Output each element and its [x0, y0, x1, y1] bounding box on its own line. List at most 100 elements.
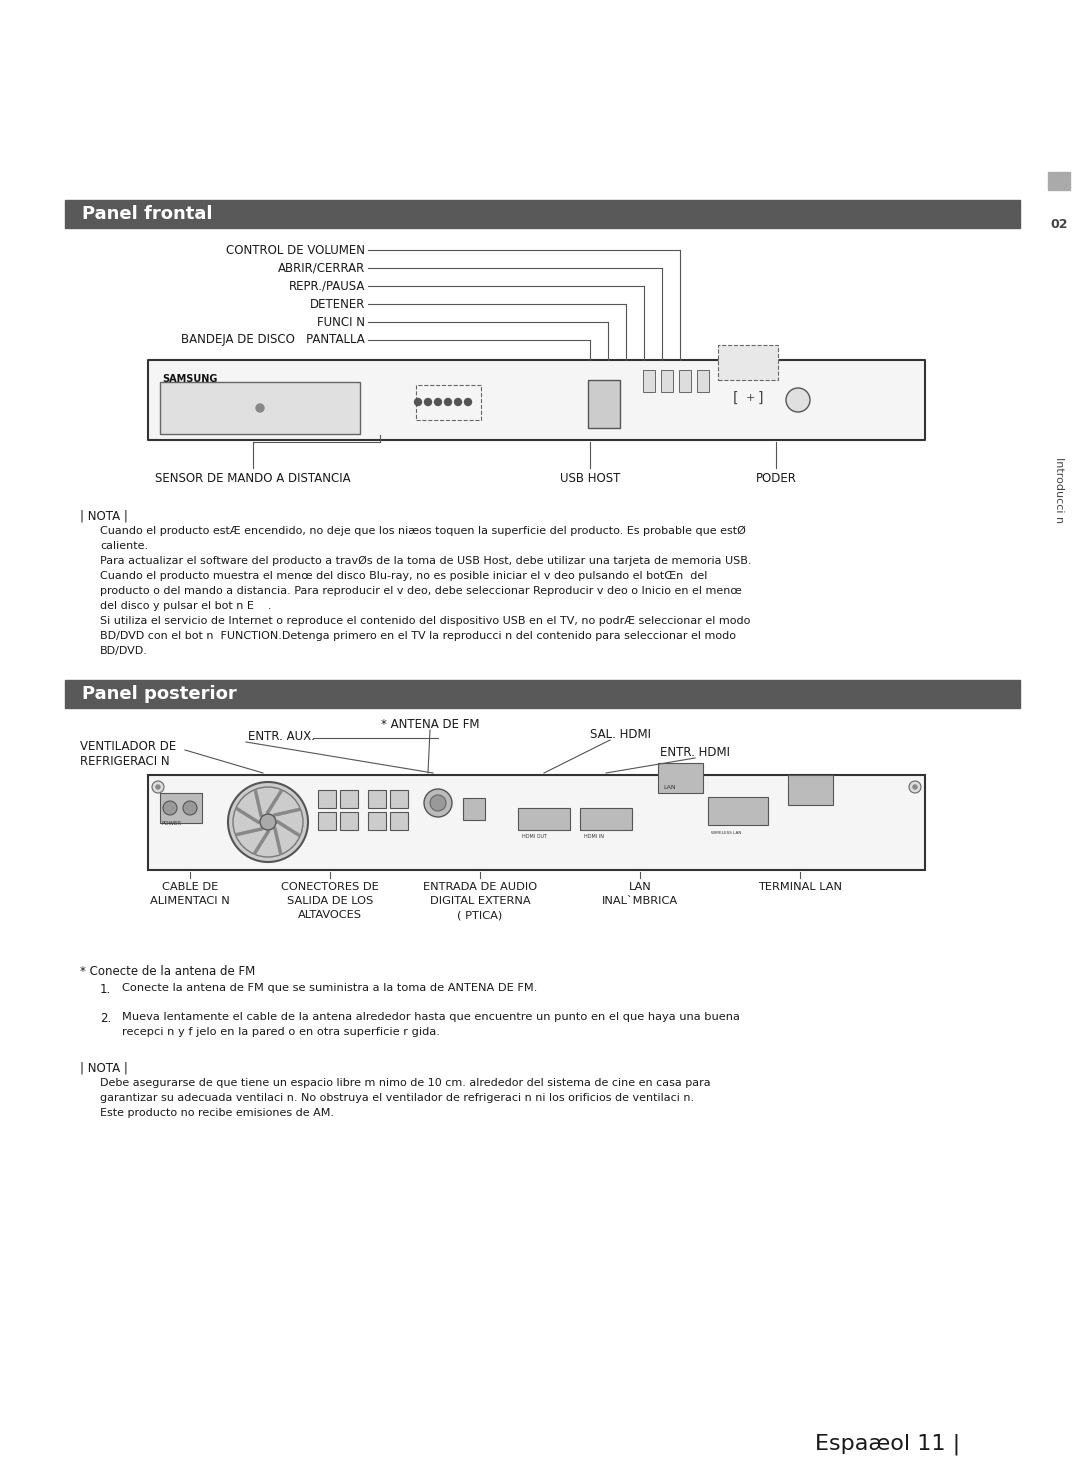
Text: Para actualizar el software del producto a travØs de la toma de USB Host, debe u: Para actualizar el software del producto… — [100, 556, 752, 566]
Text: SALIDA DE LOS: SALIDA DE LOS — [287, 896, 373, 907]
Text: HDMI IN: HDMI IN — [584, 834, 604, 840]
Text: Espaæol 11 |: Espaæol 11 | — [814, 1433, 960, 1455]
Text: BD/DVD con el bot n  FUNCTION.Detenga primero en el TV la reproducci n del conte: BD/DVD con el bot n FUNCTION.Detenga pri… — [100, 632, 735, 640]
Text: PODER: PODER — [756, 472, 796, 485]
Circle shape — [464, 398, 472, 405]
Bar — [318, 812, 336, 830]
Text: Panel posterior: Panel posterior — [82, 685, 237, 703]
Bar — [580, 808, 632, 830]
Text: LAN: LAN — [629, 881, 651, 892]
Bar — [148, 359, 924, 439]
Text: 2.: 2. — [100, 1012, 111, 1025]
Bar — [65, 200, 1020, 228]
Text: REPR./PAUSA: REPR./PAUSA — [288, 280, 365, 293]
Text: LAN: LAN — [663, 785, 676, 790]
Circle shape — [455, 398, 461, 405]
Circle shape — [156, 785, 160, 788]
Text: POWER: POWER — [162, 821, 183, 825]
Bar — [718, 345, 778, 380]
Text: CONTROL DE VOLUMEN: CONTROL DE VOLUMEN — [226, 244, 365, 256]
Text: Si utiliza el servicio de Internet o reproduce el contenido del dispositivo USB : Si utiliza el servicio de Internet o rep… — [100, 615, 751, 626]
Bar — [1048, 172, 1070, 189]
Bar — [463, 799, 485, 819]
Text: Conecte la antena de FM que se suministra a la toma de ANTENA DE FM.: Conecte la antena de FM que se suministr… — [122, 984, 538, 992]
Text: ]: ] — [758, 390, 764, 405]
Text: | NOTA |: | NOTA | — [80, 510, 127, 524]
Circle shape — [434, 398, 442, 405]
Text: ABRIR/CERRAR: ABRIR/CERRAR — [278, 262, 365, 275]
Text: SAL. HDMI: SAL. HDMI — [590, 728, 651, 741]
Bar — [708, 797, 768, 825]
Bar — [368, 812, 386, 830]
Bar — [697, 370, 708, 392]
Bar — [160, 382, 360, 433]
Bar — [65, 680, 1020, 708]
Text: +: + — [746, 393, 755, 402]
Bar — [518, 808, 570, 830]
Circle shape — [430, 796, 446, 810]
Circle shape — [786, 387, 810, 413]
Circle shape — [228, 782, 308, 862]
Text: garantizar su adecuada ventilaci n. No obstruya el ventilador de refrigeraci n n: garantizar su adecuada ventilaci n. No o… — [100, 1093, 694, 1103]
Text: [: [ — [733, 390, 739, 405]
Text: producto o del mando a distancia. Para reproducir el v deo, debe seleccionar Rep: producto o del mando a distancia. Para r… — [100, 586, 742, 596]
Text: | NOTA |: | NOTA | — [80, 1062, 127, 1075]
Text: ENTRADA DE AUDIO: ENTRADA DE AUDIO — [423, 881, 537, 892]
Circle shape — [913, 785, 917, 788]
Text: 02: 02 — [1050, 217, 1068, 231]
Circle shape — [445, 398, 451, 405]
Bar — [588, 380, 620, 427]
Text: Debe asegurarse de que tiene un espacio libre m nimo de 10 cm. alrededor del sis: Debe asegurarse de que tiene un espacio … — [100, 1078, 711, 1089]
Text: recepci n y f jelo en la pared o en otra superficie r gida.: recepci n y f jelo en la pared o en otra… — [122, 1026, 440, 1037]
Text: 1.: 1. — [100, 984, 111, 995]
Circle shape — [163, 802, 177, 815]
Bar — [658, 763, 703, 793]
Bar — [661, 370, 673, 392]
Bar — [340, 812, 357, 830]
Bar — [340, 790, 357, 808]
Circle shape — [424, 398, 432, 405]
Text: HDMI OUT: HDMI OUT — [522, 834, 546, 840]
Bar — [318, 790, 336, 808]
Text: BANDEJA DE DISCO   PANTALLA: BANDEJA DE DISCO PANTALLA — [181, 333, 365, 346]
Text: Este producto no recibe emisiones de AM.: Este producto no recibe emisiones de AM. — [100, 1108, 334, 1118]
Bar — [390, 812, 408, 830]
Text: Cuando el producto estÆ encendido, no deje que los niæos toquen la superficie de: Cuando el producto estÆ encendido, no de… — [100, 527, 746, 537]
Circle shape — [260, 813, 276, 830]
Text: SAMSUNG: SAMSUNG — [162, 374, 217, 385]
Circle shape — [909, 781, 921, 793]
Text: INAL`MBRICA: INAL`MBRICA — [602, 896, 678, 907]
Bar — [416, 385, 481, 420]
Text: ALTAVOCES: ALTAVOCES — [298, 910, 362, 920]
Text: Panel frontal: Panel frontal — [82, 206, 213, 223]
Bar — [390, 790, 408, 808]
Bar — [148, 775, 924, 870]
Text: DETENER: DETENER — [310, 297, 365, 311]
Text: ALIMENTACI N: ALIMENTACI N — [150, 896, 230, 907]
Text: TERMINAL LAN: TERMINAL LAN — [758, 881, 842, 892]
Text: * Conecte de la antena de FM: * Conecte de la antena de FM — [80, 964, 255, 978]
Text: ( PTICA): ( PTICA) — [457, 910, 502, 920]
Text: WIRELESS LAN: WIRELESS LAN — [711, 831, 741, 836]
Text: Introducci n: Introducci n — [1054, 457, 1064, 524]
Circle shape — [256, 404, 264, 413]
Circle shape — [415, 398, 421, 405]
Circle shape — [152, 781, 164, 793]
Text: REFRIGERACI N: REFRIGERACI N — [80, 754, 170, 768]
Text: CONECTORES DE: CONECTORES DE — [281, 881, 379, 892]
Text: DIGITAL EXTERNA: DIGITAL EXTERNA — [430, 896, 530, 907]
Text: FUNCI N: FUNCI N — [318, 315, 365, 328]
Bar — [643, 370, 654, 392]
Text: del disco y pulsar el bot n E    .: del disco y pulsar el bot n E . — [100, 600, 271, 611]
Text: VENTILADOR DE: VENTILADOR DE — [80, 740, 176, 753]
Bar — [160, 793, 202, 822]
Text: caliente.: caliente. — [100, 541, 148, 552]
Text: Cuando el producto muestra el menœ del disco Blu-ray, no es posible iniciar el v: Cuando el producto muestra el menœ del d… — [100, 571, 707, 581]
Text: Mueva lentamente el cable de la antena alrededor hasta que encuentre un punto en: Mueva lentamente el cable de la antena a… — [122, 1012, 740, 1022]
Text: BD/DVD.: BD/DVD. — [100, 646, 148, 657]
Text: SENSOR DE MANDO A DISTANCIA: SENSOR DE MANDO A DISTANCIA — [156, 472, 351, 485]
Bar — [368, 790, 386, 808]
Text: ENTR. AUX.: ENTR. AUX. — [248, 731, 315, 742]
Text: USB HOST: USB HOST — [559, 472, 620, 485]
Text: * ANTENA DE FM: * ANTENA DE FM — [381, 717, 480, 731]
